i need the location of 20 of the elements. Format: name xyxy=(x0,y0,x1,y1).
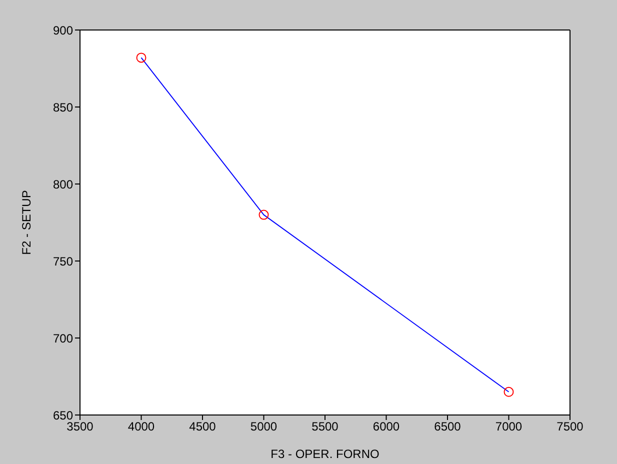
x-tick-label: 6500 xyxy=(434,420,462,434)
y-tick-label: 900 xyxy=(52,23,74,38)
x-tick-label: 3500 xyxy=(66,420,94,434)
y-tick-label: 850 xyxy=(52,100,74,114)
x-tick-label: 5000 xyxy=(250,420,278,434)
x-axis-title: F3 - OPER. FORNO xyxy=(270,447,380,461)
point xyxy=(136,52,146,63)
x-tick-label: 7000 xyxy=(495,420,522,434)
point xyxy=(258,210,269,220)
y-tick-label: 800 xyxy=(52,177,74,192)
x-tick-label: 4000 xyxy=(128,420,155,434)
point xyxy=(504,386,514,397)
y-tick-label: 650 xyxy=(52,408,74,422)
x-tick-label: 5500 xyxy=(312,420,339,434)
x-tick-label: 7500 xyxy=(556,420,584,434)
y-tick-label: 700 xyxy=(52,331,74,346)
y-axis-title: F2 - SETUP xyxy=(19,190,34,255)
x-tick-label: 4500 xyxy=(189,420,216,434)
x-tick-label: 6000 xyxy=(372,420,400,434)
y-tick-label: 750 xyxy=(52,254,74,268)
